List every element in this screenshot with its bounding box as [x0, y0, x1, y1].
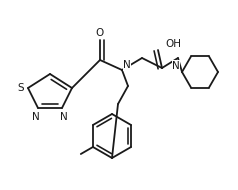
- Text: N: N: [172, 61, 180, 71]
- Text: OH: OH: [165, 39, 181, 49]
- Text: O: O: [96, 28, 104, 38]
- Text: N: N: [60, 112, 68, 122]
- Text: N: N: [123, 60, 131, 70]
- Text: S: S: [18, 83, 24, 93]
- Text: N: N: [32, 112, 40, 122]
